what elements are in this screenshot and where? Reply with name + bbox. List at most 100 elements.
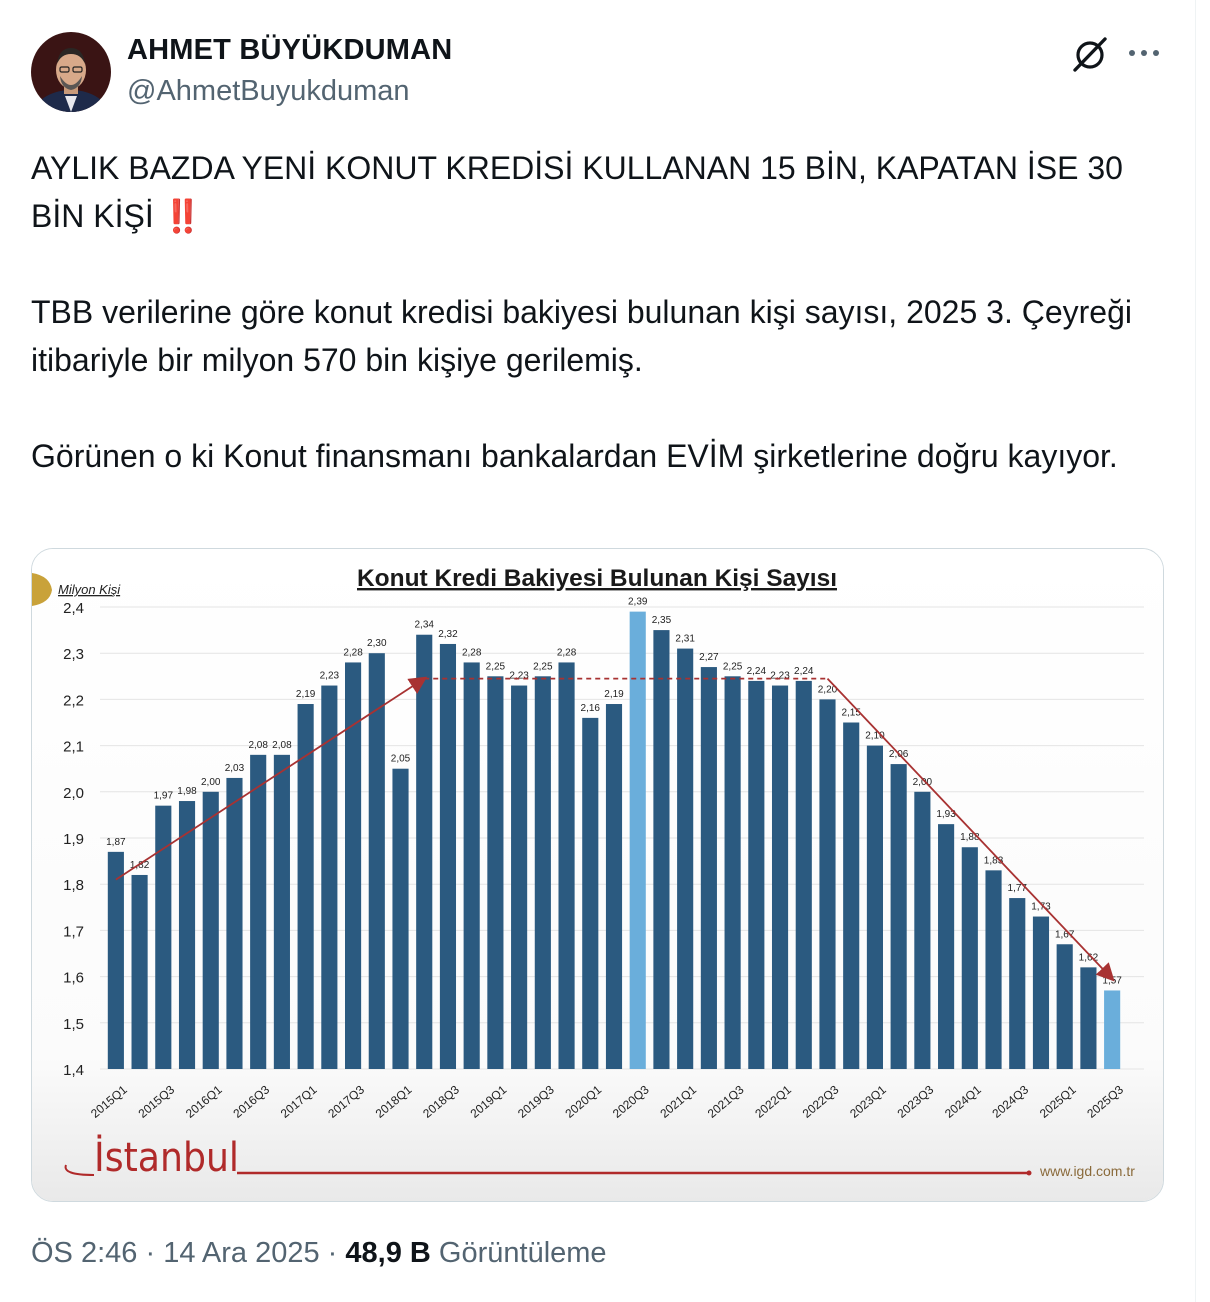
chart-bar [534, 676, 551, 1069]
chart-bar [1080, 967, 1097, 1069]
double-exclamation-emoji: ‼️ [162, 198, 203, 234]
separator: · [319, 1237, 346, 1269]
tweet-paragraph-2: TBB verilerine göre konut kredisi bakiye… [31, 294, 1141, 378]
y-tick-label: 1,7 [63, 923, 84, 940]
more-icon[interactable] [1126, 38, 1162, 68]
y-tick-label: 1,4 [63, 1062, 84, 1079]
chart-bar [677, 648, 694, 1069]
bar-data-label: 2,08 [248, 740, 268, 751]
chart-bar [1056, 944, 1073, 1069]
y-axis-unit-label: Milyon Kişi [58, 582, 121, 597]
istanbul-logo-text: İstanbul [94, 1133, 239, 1181]
chart-bar [250, 754, 267, 1069]
y-tick-label: 2,4 [63, 600, 84, 617]
bar-data-label: 2,28 [343, 647, 363, 658]
bar-data-label: 2,16 [581, 703, 601, 714]
chart-bar [582, 717, 599, 1069]
chart-bar [439, 643, 457, 1069]
chart-bar [368, 653, 385, 1069]
bar-data-label: 2,00 [913, 777, 933, 788]
y-tick-label: 2,0 [63, 785, 84, 802]
bar-data-label: 2,19 [296, 689, 316, 700]
views-count: 48,9 B [345, 1237, 431, 1269]
bar-data-label: 1,62 [1079, 952, 1099, 963]
grok-icon[interactable] [1070, 34, 1110, 74]
chart-bar [724, 676, 741, 1069]
tweet-paragraph-3: Görünen o ki Konut finansmanı bankalarda… [31, 438, 1118, 474]
chart-bar [131, 874, 148, 1069]
bar-data-label: 2,23 [320, 671, 340, 682]
bar-data-label: 2,28 [462, 647, 482, 658]
bar-data-label: 2,28 [557, 647, 577, 658]
bar-data-label: 2,24 [747, 666, 767, 677]
y-tick-label: 2,1 [63, 739, 84, 756]
bar-data-label: 2,31 [675, 634, 695, 645]
tweet-text: AYLIK BAZDA YENİ KONUT KREDİSİ KULLANAN … [31, 144, 1171, 480]
bar-data-label: 1,82 [130, 860, 150, 871]
chart-bar [938, 824, 955, 1069]
tweet-headline: AYLIK BAZDA YENİ KONUT KREDİSİ KULLANAN … [31, 150, 1132, 234]
chart-bar [748, 680, 765, 1069]
bar-data-label: 2,03 [225, 763, 245, 774]
bar-data-label: 2,23 [509, 671, 529, 682]
trend-line [115, 676, 428, 881]
bar-data-label: 1,67 [1055, 929, 1075, 940]
bar-data-label: 1,93 [936, 809, 956, 820]
y-tick-label: 2,2 [63, 692, 84, 709]
chart-bar [1032, 916, 1050, 1069]
chart-bar [629, 611, 646, 1069]
tweet-time[interactable]: ÖS 2:46 [31, 1237, 138, 1269]
bar-data-label: 2,25 [533, 661, 553, 672]
bar-data-label: 2,24 [794, 666, 814, 677]
trend-line [826, 677, 1115, 982]
chart-bar [226, 777, 243, 1069]
author-name[interactable]: AHMET BÜYÜKDUMAN [127, 34, 453, 66]
chart-bar [487, 676, 504, 1069]
chart-bar [178, 801, 196, 1069]
chart-bar [605, 704, 623, 1069]
chart-bar [653, 630, 670, 1069]
chart-bar [107, 851, 124, 1069]
tweet-date[interactable]: 14 Ara 2025 [163, 1237, 320, 1269]
bar-data-label: 1,77 [1008, 883, 1028, 894]
bar-data-label: 1,73 [1031, 902, 1051, 913]
bar-data-label: 1,97 [154, 791, 174, 802]
bar-data-label: 2,20 [818, 684, 838, 695]
chart-bar [961, 847, 978, 1069]
avatar[interactable] [31, 32, 111, 112]
y-tick-label: 1,8 [63, 877, 84, 894]
chart-bar [700, 667, 717, 1069]
tweet-media-chart[interactable]: 1,4 1,5 1,6 1,7 1,8 1,9 2,0 2,1 2,2 2,3 2,4 1,87 1,… [31, 548, 1164, 1202]
bar-data-label: 2,19 [604, 689, 624, 700]
chart-bar [914, 791, 931, 1069]
bar-data-label: 2,34 [414, 620, 434, 631]
bar-data-label: 2,10 [865, 731, 885, 742]
chart-bar [985, 870, 1002, 1069]
bar-data-label: 2,32 [438, 629, 458, 640]
chart-bar [273, 754, 290, 1069]
chart-bar [771, 685, 789, 1069]
bar-data-label: 1,98 [177, 786, 197, 797]
bar-data-label: 1,83 [984, 855, 1004, 866]
bar-data-label: 2,35 [652, 615, 672, 626]
y-tick-label: 2,3 [63, 646, 84, 663]
y-tick-label: 1,6 [63, 970, 84, 987]
chart-bar [511, 685, 528, 1069]
bar-data-label: 2,23 [770, 671, 790, 682]
column-border [1195, 0, 1196, 1302]
chart-bar [1009, 898, 1026, 1069]
views-label: Görüntüleme [438, 1237, 607, 1269]
bar-data-label: 1,57 [1102, 975, 1122, 986]
chart-bar [155, 805, 172, 1069]
author-handle[interactable]: @AhmetBuyukduman [127, 75, 410, 107]
chart-bar [321, 685, 338, 1069]
corner-badge [32, 573, 52, 606]
chart-bar [1104, 990, 1121, 1069]
istanbul-logo: İstanbul [64, 1133, 1032, 1181]
chart-bar [890, 764, 907, 1069]
chart-bar [866, 745, 883, 1069]
chart-title: Konut Kredi Bakiyesi Bulunan Kişi Sayısı [357, 565, 837, 592]
chart-bar [297, 704, 314, 1069]
bar-data-label: 2,08 [272, 740, 292, 751]
bar-data-label: 1,88 [960, 832, 980, 843]
